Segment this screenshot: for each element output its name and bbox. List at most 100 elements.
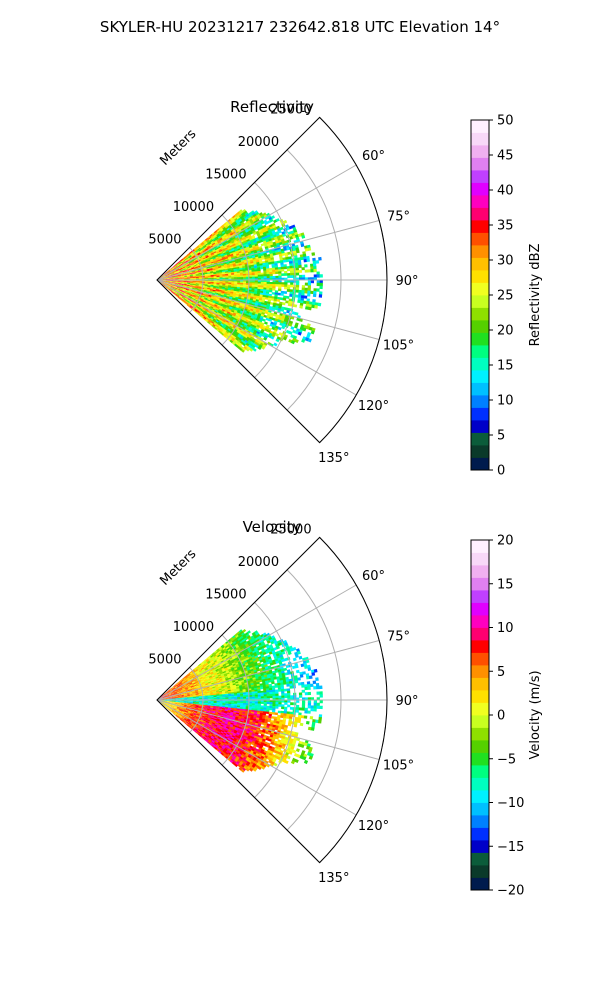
radar-echo-field xyxy=(159,629,323,773)
radial-tick-label: 5000 xyxy=(148,233,181,248)
colorbar-swatch xyxy=(471,370,489,383)
colorbar-swatch xyxy=(471,457,489,471)
colorbar-swatch xyxy=(471,727,489,741)
colorbar-swatch xyxy=(471,665,489,678)
colorbar-swatch xyxy=(471,382,489,396)
azimuth-tick-label: 120° xyxy=(358,399,389,414)
colorbar-tick-label: −20 xyxy=(497,884,524,899)
colorbar-swatch xyxy=(471,357,489,371)
grid-spoke xyxy=(156,639,380,701)
radial-tick-label: 5000 xyxy=(148,653,181,668)
colorbar-swatch xyxy=(471,565,489,578)
colorbar-swatch xyxy=(471,577,489,591)
colorbar-swatch xyxy=(471,320,489,333)
polar-frame xyxy=(156,536,388,864)
azimuth-tick-label: 75° xyxy=(387,629,410,644)
colorbar-swatch xyxy=(471,715,489,728)
radial-axis-label: Meters xyxy=(157,126,199,168)
grid-spoke xyxy=(156,584,357,701)
colorbar-swatch xyxy=(471,332,489,346)
radar-panels: Reflectivity 5000 10000 15000 20000 25000 Mete… xyxy=(148,98,543,899)
colorbar-swatch xyxy=(471,232,489,246)
colorbar-label: Reflectivity dBZ xyxy=(528,244,543,347)
radar-echo-field xyxy=(159,209,323,353)
colorbar-swatch xyxy=(471,540,489,553)
colorbar-swatch xyxy=(471,395,489,408)
radial-tick-label: 20000 xyxy=(238,135,279,150)
polar-grid xyxy=(156,537,388,863)
radial-tick-label: 15000 xyxy=(205,167,246,182)
colorbar-tick-label: 45 xyxy=(497,149,514,164)
colorbar-swatch xyxy=(471,765,489,778)
figure-suptitle: SKYLER-HU 20231217 232642.818 UTC Elevat… xyxy=(100,18,500,36)
panel-title: Velocity xyxy=(243,518,302,536)
colorbar-swatch xyxy=(471,195,489,208)
colorbar-tick-label: 5 xyxy=(497,429,505,444)
panel-title: Reflectivity xyxy=(230,98,314,116)
colorbar-tick-label: 5 xyxy=(497,665,505,680)
colorbar-tick-label: 30 xyxy=(497,254,514,269)
grid-spoke xyxy=(156,219,380,281)
colorbar-tick-label: 50 xyxy=(497,114,514,129)
colorbar-tick-label: 40 xyxy=(497,184,514,199)
colorbar-tick-label: 10 xyxy=(497,621,514,636)
colorbar-tick-label: 15 xyxy=(497,359,514,374)
colorbar-swatch xyxy=(471,690,489,703)
azimuth-tick-label: 135° xyxy=(318,871,349,886)
colorbar-swatch xyxy=(471,740,489,753)
radial-tick-label: 20000 xyxy=(238,555,279,570)
colorbar-swatch xyxy=(471,157,489,171)
colorbar-tick-label: 10 xyxy=(497,394,514,409)
colorbar-swatch xyxy=(471,170,489,183)
azimuth-tick-label: 105° xyxy=(383,759,414,774)
grid-spoke xyxy=(156,699,380,761)
colorbar-swatch xyxy=(471,677,489,691)
radial-tick-label: 10000 xyxy=(173,200,214,215)
colorbar-tick-label: 0 xyxy=(497,709,505,724)
colorbar-swatch xyxy=(471,182,489,196)
grid-spoke xyxy=(156,279,357,396)
colorbar-swatch xyxy=(471,702,489,716)
colorbar-swatch xyxy=(471,652,489,666)
colorbar-swatch xyxy=(471,120,489,133)
colorbar-swatch xyxy=(471,145,489,158)
colorbar-swatch xyxy=(471,602,489,616)
colorbar-tick-label: 35 xyxy=(497,219,514,234)
colorbar-swatch xyxy=(471,752,489,766)
radial-tick-label: 25000 xyxy=(270,522,311,537)
colorbar-tick-label: 20 xyxy=(497,324,514,339)
colorbar-tick-label: 20 xyxy=(497,534,514,549)
colorbar-swatch xyxy=(471,552,489,566)
radar-panel-reflectivity: Reflectivity 5000 10000 15000 20000 25000 Mete… xyxy=(148,98,543,479)
colorbar-swatch xyxy=(471,790,489,803)
colorbar-swatch xyxy=(471,420,489,433)
radial-tick-label: 25000 xyxy=(270,102,311,117)
azimuth-tick-label: 90° xyxy=(395,274,418,289)
azimuth-tick-label: 135° xyxy=(318,451,349,466)
colorbar-swatch xyxy=(471,627,489,641)
colorbar-swatch xyxy=(471,827,489,841)
colorbar-swatch xyxy=(471,640,489,653)
azimuth-tick-label: 75° xyxy=(387,209,410,224)
polar-grid xyxy=(156,117,388,443)
polar-frame xyxy=(156,116,388,444)
grid-spoke xyxy=(156,699,357,816)
colorbar-swatch xyxy=(471,295,489,308)
colorbar-swatch xyxy=(471,345,489,358)
azimuth-tick-label: 90° xyxy=(395,694,418,709)
colorbar-swatch xyxy=(471,815,489,828)
grid-spoke xyxy=(156,279,380,341)
colorbar-swatch xyxy=(471,777,489,791)
colorbar-swatch xyxy=(471,432,489,446)
colorbar-tick-label: −5 xyxy=(497,752,516,767)
colorbar-swatch xyxy=(471,445,489,458)
colorbar-swatch xyxy=(471,307,489,321)
colorbar-label: Velocity (m/s) xyxy=(528,670,543,759)
colorbar-swatch xyxy=(471,590,489,603)
colorbar-swatch xyxy=(471,615,489,628)
colorbar-swatch xyxy=(471,407,489,421)
colorbar-swatch xyxy=(471,220,489,233)
colorbar-swatch xyxy=(471,877,489,891)
radial-tick-label: 10000 xyxy=(173,620,214,635)
colorbar-swatch xyxy=(471,282,489,296)
